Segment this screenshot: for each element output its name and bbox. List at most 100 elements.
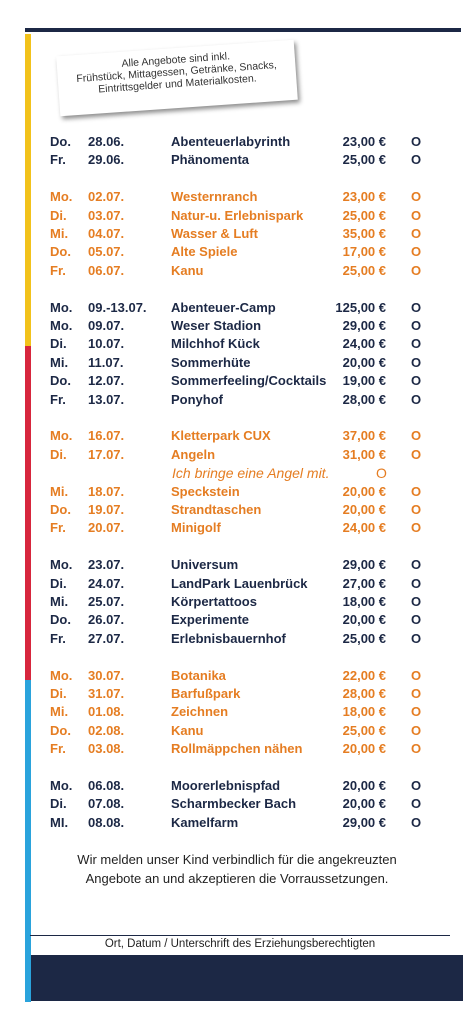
row-day: Mo.	[50, 667, 73, 683]
row-price: 25,00 €	[342, 152, 386, 168]
row-mark: O	[411, 318, 422, 333]
row-day: Do.	[50, 502, 71, 517]
row-price: 29,00 €	[342, 557, 386, 573]
row-mark: O	[411, 796, 422, 812]
row-activity: Universum	[171, 557, 239, 573]
row-price: 23,00 €	[342, 189, 386, 205]
top-rule	[25, 28, 461, 32]
row-activity: Experimente	[171, 612, 250, 628]
row-date: 30.07.	[88, 667, 125, 683]
row-date: 19.07.	[88, 502, 125, 517]
row-mark: O	[411, 299, 422, 315]
row-activity: Abenteuerlabyrinth	[171, 134, 291, 149]
row-price: 27,00 €	[342, 575, 386, 591]
row-mark: O	[411, 244, 422, 260]
row-date: 13.07.	[88, 391, 125, 407]
row-mark: O	[411, 575, 422, 591]
row-mark: O	[411, 557, 422, 573]
row-activity: Moorerlebnispfad	[171, 778, 281, 793]
row-date: 03.08.	[88, 741, 125, 757]
side-bar-blue	[25, 680, 31, 1002]
row-price: 20,00 €	[342, 741, 386, 757]
row-mark: O	[411, 686, 422, 701]
row-price: 23,00 €	[342, 134, 386, 149]
row-date: 11.07.	[88, 354, 124, 370]
row-day: Fr.	[50, 152, 66, 168]
row-price: 125,00 €	[335, 299, 386, 315]
row-date: 09.07.	[88, 318, 125, 333]
row-price: 18,00 €	[342, 594, 386, 609]
row-mark: O	[411, 262, 422, 278]
row-price: 20,00 €	[342, 778, 386, 793]
row-day: Mo.	[50, 557, 73, 573]
row-mark: O	[411, 134, 422, 149]
row-activity: Kamelfarm	[171, 814, 239, 830]
row-date: 12.07.	[88, 373, 125, 389]
row-day: Fr.	[50, 262, 66, 278]
row-date: 05.07.	[88, 244, 125, 260]
row-activity: Körpertattoos	[171, 594, 257, 609]
row-price: 24,00 €	[342, 520, 386, 536]
row-price: 19,00 €	[342, 373, 386, 389]
row-activity: Kletterpark CUX	[171, 428, 271, 444]
row-activity: Botanika	[171, 667, 226, 683]
row-day: Do.	[50, 134, 71, 149]
row-price: 24,00 €	[342, 336, 386, 352]
row-date: 29.06.	[88, 152, 125, 168]
row-mark: O	[411, 520, 422, 536]
row-price: 22,00 €	[342, 667, 386, 683]
row-day: Mo.	[50, 299, 73, 315]
row-date: 25.07.	[88, 594, 125, 609]
row-date: 24.07.	[88, 575, 125, 591]
row-price: 20,00 €	[342, 483, 386, 499]
row-mark: O	[411, 741, 422, 757]
row-day: Mo.	[50, 318, 73, 333]
row-mark: O	[411, 446, 422, 462]
signature-line	[30, 935, 450, 936]
row-date: 02.07.	[88, 189, 125, 205]
row-activity: Kanu	[171, 722, 204, 738]
row-mark: O	[411, 667, 422, 683]
row-date: 27.07.	[88, 630, 125, 646]
row-price: 25,00 €	[342, 722, 386, 738]
row-date: 03.07.	[88, 207, 125, 223]
row-activity: Milchhof Kück	[171, 336, 260, 352]
row-day: Fr.	[50, 630, 66, 646]
row-activity: LandPark Lauenbrück	[171, 575, 308, 591]
row-activity: Minigolf	[171, 520, 221, 536]
row-day: Mo.	[50, 189, 73, 205]
row-mark: O	[411, 226, 422, 241]
row-day: Mi.	[50, 354, 69, 370]
row-price: 25,00 €	[342, 262, 386, 278]
row-mark: O	[411, 336, 422, 352]
row-date: 06.08.	[88, 778, 125, 793]
row-date: 04.07.	[88, 226, 125, 241]
footer-line: Angebote an und akzeptieren die Vorrauss…	[85, 871, 389, 886]
row-mark: O	[411, 612, 422, 628]
side-bar-red	[25, 346, 31, 680]
row-activity: Barfußpark	[171, 686, 241, 701]
row-activity: Westernranch	[171, 189, 258, 205]
row-date: 09.-13.07.	[88, 299, 147, 315]
info-note: Alle Angebote sind inkl. Frühstück, Mitt…	[56, 39, 298, 117]
row-day: Mi.	[50, 483, 69, 499]
row-activity: Zeichnen	[171, 704, 229, 720]
row-activity: Angeln	[171, 446, 216, 462]
row-day: Di.	[50, 575, 67, 591]
footer-line: Wir melden unser Kind verbindlich für di…	[77, 852, 397, 867]
row-mark: O	[411, 152, 422, 168]
row-activity: Phänomenta	[171, 152, 250, 168]
row-day: Di.	[50, 796, 67, 812]
row-day: Mi.	[50, 704, 69, 720]
row-day: Fr.	[50, 391, 66, 407]
row-day: Fr.	[50, 741, 66, 757]
row-activity: Abenteuer-Camp	[171, 299, 276, 315]
row-mark: O	[411, 722, 422, 738]
row-day: Do.	[50, 612, 71, 628]
row-price: 20,00 €	[342, 502, 386, 517]
row-activity: Natur-u. Erlebnispark	[171, 207, 304, 223]
row-price: 29,00 €	[342, 814, 386, 830]
row-activity: Ponyhof	[171, 391, 223, 407]
row-mark: O	[411, 778, 422, 793]
